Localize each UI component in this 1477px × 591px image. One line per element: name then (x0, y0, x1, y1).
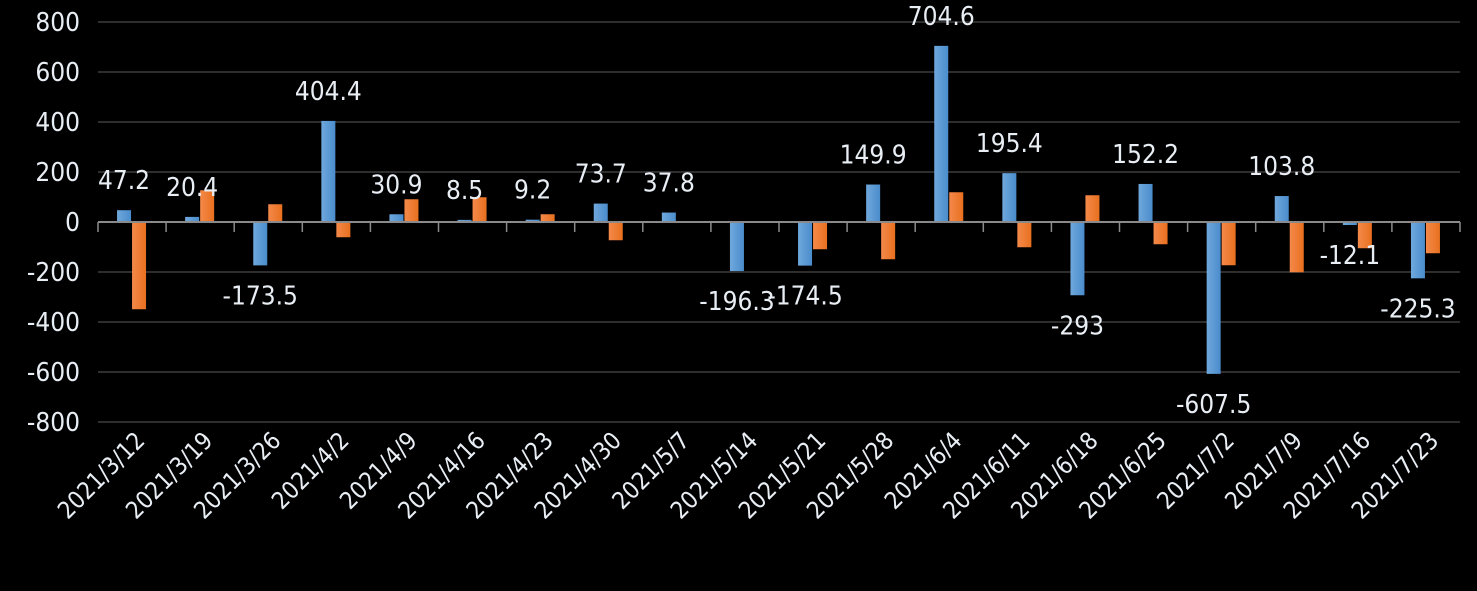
blue-bar (525, 219, 540, 222)
data-label: 152.2 (1112, 140, 1179, 170)
orange-bar (1085, 195, 1100, 222)
y-tick-label: 800 (35, 8, 80, 38)
blue-bar (185, 216, 200, 222)
orange-bar (1221, 222, 1236, 266)
blue-bar (1206, 222, 1221, 374)
data-label: -174.5 (767, 282, 842, 312)
blue-bar (593, 203, 608, 222)
blue-bar (1410, 222, 1425, 279)
orange-bar (336, 222, 351, 238)
blue-bar (934, 45, 949, 222)
blue-bar (661, 212, 676, 222)
y-axis-tick-labels: 800 600 400 200 0 -200 -400 -600 -800 (27, 8, 80, 438)
data-label: 47.2 (98, 166, 150, 196)
orange-bar (200, 190, 215, 222)
x-axis-tick-labels: 2021/3/122021/3/192021/3/262021/4/22021/… (52, 426, 1444, 524)
data-label: -225.3 (1380, 294, 1455, 324)
blue-bar (117, 210, 132, 222)
x-axis (97, 221, 1461, 232)
bars (117, 45, 1440, 374)
data-labels: 47.2 20.4 -173.5 404.4 30.9 8.5 9.2 73.7 37.8 -19… (98, 2, 1456, 420)
data-label: -293 (1051, 311, 1104, 341)
y-tick-label: -800 (27, 408, 80, 438)
blue-bar (1274, 196, 1289, 222)
orange-bar (540, 214, 555, 222)
blue-bar (866, 184, 881, 222)
blue-bar (1138, 183, 1153, 222)
orange-bar (608, 222, 623, 241)
orange-bar (1153, 222, 1168, 245)
orange-bar (268, 204, 283, 222)
blue-bar (1002, 173, 1017, 222)
orange-bar (949, 192, 964, 222)
y-tick-label: -200 (27, 258, 80, 288)
y-tick-label: 200 (35, 158, 80, 188)
data-label: 20.4 (166, 173, 218, 203)
orange-bar (1425, 222, 1440, 254)
orange-bar (1289, 222, 1304, 273)
y-tick-label: 400 (35, 108, 80, 138)
data-label: 704.6 (908, 2, 975, 32)
data-label: 103.8 (1248, 152, 1315, 182)
blue-bar (253, 222, 268, 266)
y-tick-label: -400 (27, 308, 80, 338)
orange-bar (132, 222, 147, 310)
blue-bar (457, 219, 472, 222)
data-label: 8.5 (446, 176, 483, 206)
data-label: -12.1 (1320, 241, 1381, 271)
blue-bar (1342, 222, 1357, 226)
data-label: 149.9 (840, 141, 907, 171)
y-tick-label: 600 (35, 58, 80, 88)
data-label: 37.8 (643, 169, 695, 199)
blue-bar (1070, 222, 1085, 296)
data-label: 404.4 (295, 77, 362, 107)
y-tick-label: -600 (27, 358, 80, 388)
blue-bar (321, 120, 336, 222)
data-label: -607.5 (1176, 390, 1251, 420)
orange-bar (404, 199, 419, 222)
orange-bar (472, 197, 487, 222)
data-label: 73.7 (575, 160, 627, 190)
data-label: 30.9 (370, 170, 422, 200)
data-label: -196.3 (699, 287, 774, 317)
orange-bar (881, 222, 896, 260)
data-label: 9.2 (514, 176, 551, 206)
data-label: 195.4 (976, 129, 1043, 159)
data-label: -173.5 (223, 281, 298, 311)
blue-bar (729, 222, 744, 272)
y-tick-label: 0 (65, 208, 80, 238)
orange-bar (1357, 222, 1372, 249)
blue-bar (798, 222, 813, 266)
orange-bar (813, 222, 828, 250)
blue-bar (389, 214, 404, 222)
orange-bar (1017, 222, 1032, 248)
